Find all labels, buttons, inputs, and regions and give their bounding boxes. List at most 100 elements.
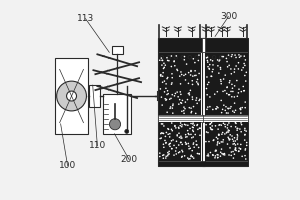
Circle shape	[177, 96, 179, 98]
Circle shape	[165, 83, 167, 85]
Circle shape	[230, 155, 232, 156]
Circle shape	[246, 145, 247, 146]
Circle shape	[244, 101, 246, 103]
Circle shape	[228, 131, 229, 133]
Circle shape	[185, 134, 187, 135]
Circle shape	[212, 154, 214, 156]
Circle shape	[164, 80, 165, 82]
Circle shape	[212, 71, 213, 73]
Circle shape	[236, 95, 238, 97]
Circle shape	[167, 155, 169, 157]
Circle shape	[167, 133, 169, 135]
Circle shape	[193, 143, 194, 145]
Circle shape	[197, 124, 198, 125]
Circle shape	[171, 122, 172, 124]
Circle shape	[216, 144, 218, 146]
Circle shape	[218, 133, 220, 135]
Circle shape	[244, 65, 246, 66]
Circle shape	[170, 98, 172, 99]
Circle shape	[199, 127, 200, 129]
Circle shape	[214, 157, 216, 159]
Circle shape	[196, 81, 197, 83]
Circle shape	[173, 61, 175, 62]
Circle shape	[220, 79, 221, 80]
Circle shape	[163, 154, 165, 156]
Circle shape	[212, 129, 213, 130]
Circle shape	[175, 127, 177, 129]
Circle shape	[244, 134, 246, 136]
Circle shape	[181, 74, 182, 75]
Circle shape	[176, 147, 177, 149]
Circle shape	[192, 126, 193, 128]
Circle shape	[191, 150, 193, 151]
Circle shape	[217, 128, 219, 130]
Circle shape	[229, 138, 231, 140]
Circle shape	[232, 87, 233, 89]
Circle shape	[193, 131, 194, 132]
Circle shape	[228, 54, 229, 56]
Circle shape	[189, 158, 191, 159]
Circle shape	[217, 154, 219, 156]
Circle shape	[221, 112, 222, 113]
Circle shape	[216, 137, 217, 138]
Circle shape	[166, 57, 168, 59]
Circle shape	[235, 122, 236, 124]
Circle shape	[188, 107, 190, 108]
Circle shape	[240, 55, 242, 57]
Circle shape	[238, 54, 240, 56]
Circle shape	[171, 82, 173, 84]
Circle shape	[178, 103, 180, 105]
Circle shape	[232, 151, 234, 152]
Circle shape	[242, 107, 243, 108]
Circle shape	[190, 112, 192, 114]
Circle shape	[197, 79, 198, 80]
Circle shape	[161, 132, 162, 134]
Circle shape	[190, 107, 192, 109]
Bar	[205, 122, 248, 161]
Circle shape	[206, 94, 208, 96]
Circle shape	[171, 129, 172, 130]
Circle shape	[208, 68, 210, 70]
Circle shape	[169, 146, 171, 147]
Circle shape	[160, 74, 162, 75]
Circle shape	[219, 59, 220, 61]
Circle shape	[240, 131, 242, 133]
Circle shape	[219, 142, 220, 144]
Circle shape	[207, 106, 208, 108]
Circle shape	[234, 85, 236, 87]
Circle shape	[209, 64, 211, 65]
Circle shape	[183, 75, 185, 76]
Circle shape	[184, 124, 185, 125]
Circle shape	[234, 96, 235, 98]
Circle shape	[198, 100, 200, 101]
Circle shape	[225, 106, 227, 108]
Circle shape	[171, 148, 173, 150]
Circle shape	[238, 147, 240, 149]
Circle shape	[245, 158, 247, 160]
Circle shape	[167, 60, 168, 61]
Circle shape	[243, 90, 244, 92]
Circle shape	[217, 141, 219, 143]
Circle shape	[196, 125, 198, 126]
Circle shape	[162, 123, 164, 125]
Circle shape	[240, 148, 241, 150]
Circle shape	[160, 123, 162, 125]
Circle shape	[179, 125, 181, 126]
Circle shape	[185, 79, 186, 81]
Circle shape	[224, 126, 226, 128]
Circle shape	[163, 144, 164, 145]
Circle shape	[185, 74, 186, 75]
Circle shape	[223, 122, 224, 124]
Circle shape	[231, 54, 233, 56]
Circle shape	[57, 81, 86, 111]
Circle shape	[224, 153, 225, 154]
Circle shape	[209, 96, 211, 98]
Circle shape	[240, 122, 242, 124]
Circle shape	[194, 125, 195, 126]
Circle shape	[234, 149, 236, 151]
Circle shape	[185, 136, 187, 138]
Circle shape	[194, 146, 195, 148]
Circle shape	[179, 137, 180, 138]
Circle shape	[174, 126, 176, 127]
Circle shape	[226, 131, 228, 133]
